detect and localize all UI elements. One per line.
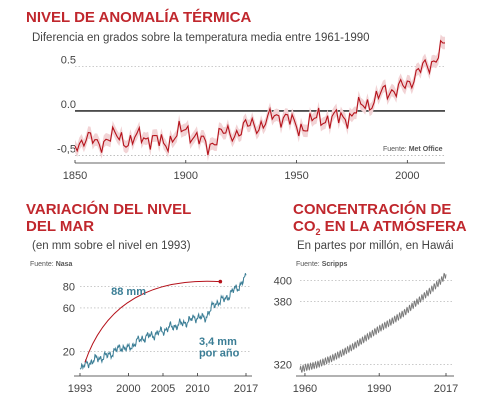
co2-chart-title-line2: CO2 EN LA ATMÓSFERA xyxy=(293,218,467,237)
y-tick-label: 380 xyxy=(274,297,292,309)
temp-chart: 0.5 0.0 -0,5 1850 1900 1950 2000 xyxy=(57,34,446,182)
x-tick-label: 2000 xyxy=(116,383,140,395)
x-tick-label: 2017 xyxy=(434,383,458,395)
sea-chart: 80 60 20 1993 2000 2005 2010 2017 88 mm 3,4 mmpor… xyxy=(63,273,258,395)
rate-label: 3,4 mm xyxy=(199,336,237,348)
temp-chart-source: Fuente: Met Office xyxy=(383,146,443,153)
growth-arrow-head xyxy=(218,279,223,284)
sea-chart-title: VARIACIÓN DEL NIVEL DEL MAR xyxy=(26,201,192,235)
y-tick-label: 0.5 xyxy=(61,54,76,66)
rate-unit-label: por año xyxy=(199,348,240,360)
sea-level-line xyxy=(79,273,247,371)
co2-chart-subtitle: En partes por millón, en Hawái xyxy=(297,240,454,252)
co2-chart-source: Fuente: Scripps xyxy=(296,261,348,268)
x-tick-label: 1950 xyxy=(284,170,308,182)
x-tick-label: 1850 xyxy=(63,170,87,182)
sea-chart-source: Fuente: Nasa xyxy=(30,261,73,268)
sea-chart-subtitle: (en mm sobre el nivel en 1993) xyxy=(32,240,191,252)
x-tick-label: 1900 xyxy=(174,170,198,182)
temp-chart-title: NIVEL DE ANOMALÍA TÉRMICA xyxy=(26,9,252,26)
x-tick-label: 2000 xyxy=(395,170,419,182)
x-tick-label: 1960 xyxy=(293,383,317,395)
uncertainty-band xyxy=(75,34,445,162)
y-tick-label: 80 xyxy=(63,281,75,293)
y-tick-label: 20 xyxy=(63,346,75,358)
growth-arrow xyxy=(84,280,221,363)
total-rise-label: 88 mm xyxy=(111,286,146,298)
y-tick-label: 320 xyxy=(274,360,292,372)
x-tick-label: 2005 xyxy=(151,383,175,395)
y-tick-label: 400 xyxy=(274,276,292,288)
x-tick-label: 1993 xyxy=(68,383,92,395)
co2-chart-title-line1: CONCENTRACIÓN DE xyxy=(293,201,452,218)
x-tick-label: 2010 xyxy=(185,383,209,395)
co2-line xyxy=(299,272,447,374)
temperature-line xyxy=(74,39,446,156)
x-tick-label: 1990 xyxy=(367,383,391,395)
co2-chart-title: CONCENTRACIÓN DE CO2 EN LA ATMÓSFERA xyxy=(293,201,483,241)
y-tick-label: 60 xyxy=(63,303,75,315)
y-tick-label: 0.0 xyxy=(61,99,76,111)
x-tick-label: 2017 xyxy=(234,383,258,395)
temp-chart-subtitle: Diferencia en grados sobre la temperatur… xyxy=(32,32,370,44)
y-tick-label: -0,5 xyxy=(57,144,76,156)
